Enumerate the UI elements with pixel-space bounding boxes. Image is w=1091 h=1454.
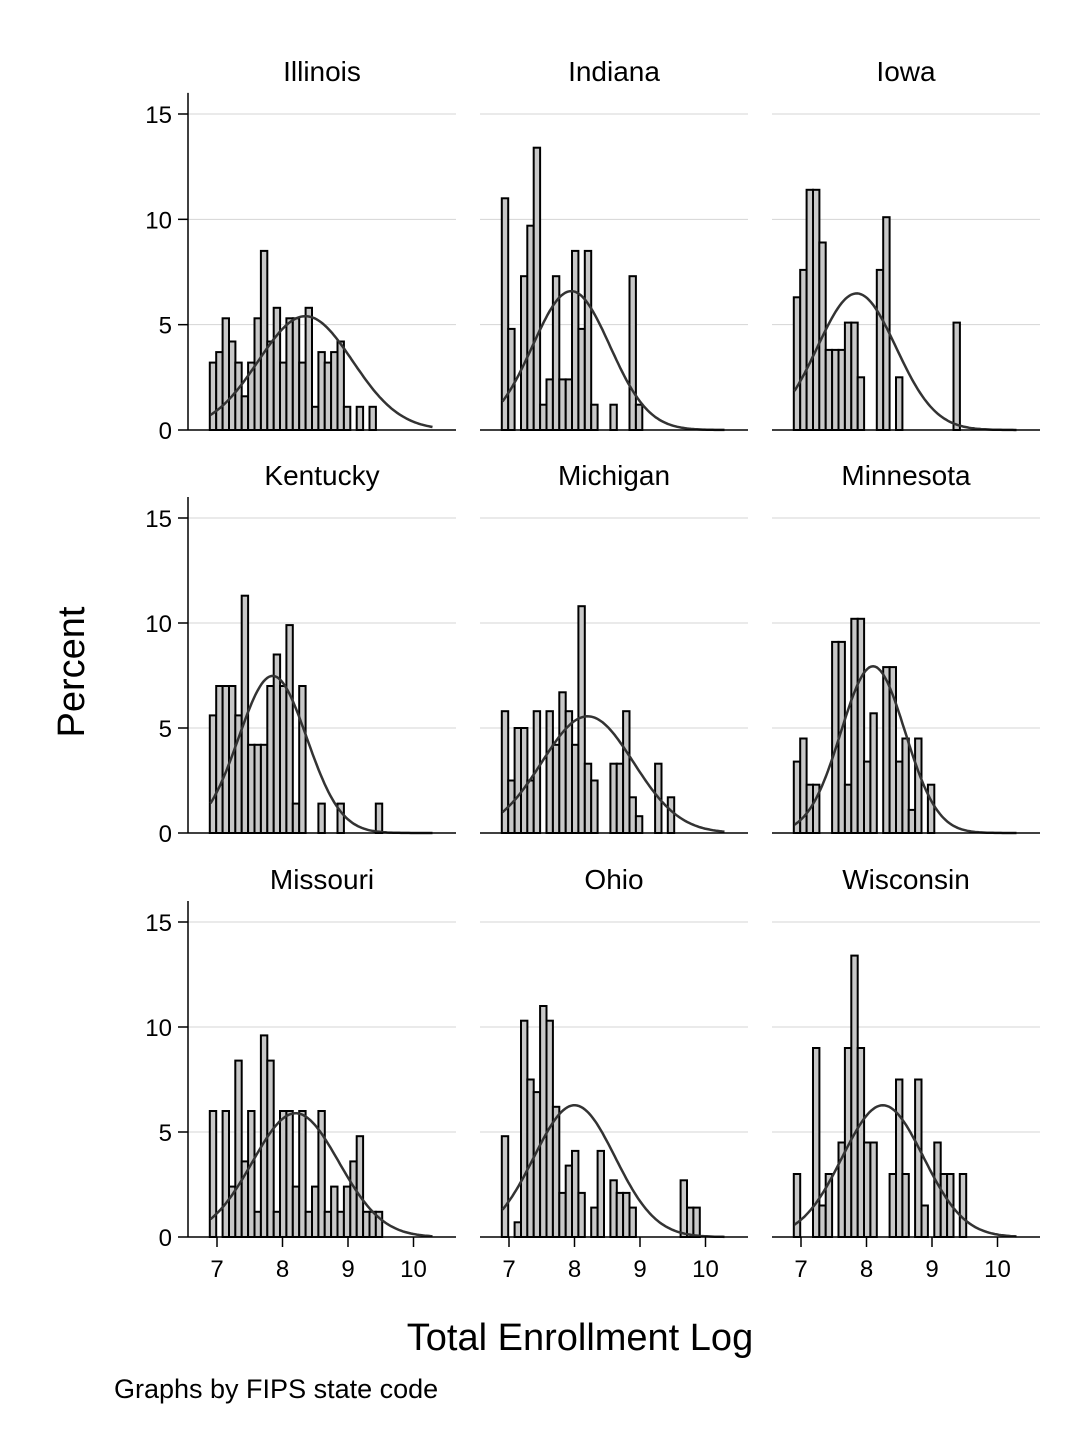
x-tick-label: 10 bbox=[692, 1256, 719, 1283]
panel-indiana: Indiana bbox=[480, 56, 748, 432]
y-tick-label: 0 bbox=[159, 418, 172, 445]
normal-density-curve bbox=[501, 289, 725, 432]
histogram-bar bbox=[920, 1204, 929, 1238]
figure-note: Graphs by FIPS state code bbox=[114, 1374, 439, 1404]
histogram-bar bbox=[952, 321, 961, 432]
y-axis-title: Percent bbox=[51, 606, 93, 737]
histogram-bar bbox=[507, 327, 516, 431]
panel-title: Indiana bbox=[568, 56, 660, 87]
y-tick-label: 15 bbox=[145, 102, 172, 129]
panel-kentucky: Kentucky 0 5 10 15 bbox=[145, 460, 456, 848]
panel-missouri: Missouri 0 5 10 15 7 8 9 10 bbox=[145, 864, 456, 1283]
y-tick-label: 5 bbox=[159, 313, 172, 340]
y-tick-label: 5 bbox=[159, 716, 172, 743]
histogram-bar bbox=[634, 815, 644, 835]
panel-title: Michigan bbox=[558, 460, 670, 491]
histogram-bar bbox=[914, 737, 923, 834]
histogram-bar bbox=[285, 624, 294, 834]
normal-density-curve bbox=[793, 292, 1017, 432]
histogram-bar bbox=[792, 1173, 802, 1238]
x-tick-label: 10 bbox=[400, 1256, 427, 1283]
histogram-bar bbox=[298, 685, 307, 834]
histogram-bar bbox=[901, 1173, 910, 1238]
panel-title: Illinois bbox=[283, 56, 361, 87]
histogram-bar bbox=[266, 1059, 275, 1238]
x-tick-label: 7 bbox=[210, 1256, 223, 1283]
y-tick-label: 0 bbox=[159, 1225, 172, 1252]
panel-title: Ohio bbox=[584, 864, 643, 895]
histogram-bar bbox=[692, 1206, 701, 1238]
panel-iowa: Iowa bbox=[772, 56, 1040, 432]
y-tick-label: 5 bbox=[159, 1120, 172, 1147]
histogram-bar bbox=[368, 405, 377, 431]
normal-density-curve bbox=[793, 1104, 1017, 1238]
panel-title: Wisconsin bbox=[842, 864, 970, 895]
normal-density-curve bbox=[209, 314, 433, 429]
panel-wisconsin: Wisconsin 7 8 9 10 bbox=[772, 864, 1040, 1283]
histogram-bar bbox=[590, 779, 599, 834]
histogram-bar bbox=[355, 405, 365, 431]
histogram-bar bbox=[958, 1173, 968, 1238]
histogram-bar bbox=[895, 376, 904, 431]
x-tick-label: 9 bbox=[925, 1256, 938, 1283]
panel-ohio: Ohio 7 8 9 10 bbox=[480, 864, 748, 1283]
y-tick-label: 15 bbox=[145, 910, 172, 937]
panel-minnesota: Minnesota bbox=[772, 460, 1040, 835]
x-tick-label: 7 bbox=[794, 1256, 807, 1283]
histogram-bar bbox=[869, 712, 878, 834]
panel-illinois: Illinois 0 5 10 15 bbox=[145, 56, 456, 445]
histogram-bar bbox=[500, 1135, 510, 1238]
histogram-bar bbox=[590, 403, 599, 432]
x-tick-label: 8 bbox=[860, 1256, 873, 1283]
histogram-bar bbox=[926, 783, 936, 835]
histogram-bar bbox=[856, 376, 866, 431]
x-tick-label: 8 bbox=[568, 1256, 581, 1283]
histogram-bar bbox=[666, 796, 676, 834]
histogram-bar bbox=[342, 405, 352, 431]
panel-title: Missouri bbox=[270, 864, 374, 895]
normal-density-curve bbox=[501, 1104, 725, 1239]
x-tick-label: 10 bbox=[984, 1256, 1011, 1283]
histogram-bar bbox=[609, 403, 618, 432]
x-tick-label: 9 bbox=[633, 1256, 646, 1283]
y-tick-label: 10 bbox=[145, 207, 172, 234]
histogram-bar bbox=[596, 1149, 605, 1239]
x-axis-title: Total Enrollment Log bbox=[407, 1317, 753, 1359]
y-tick-label: 10 bbox=[145, 611, 172, 638]
normal-density-curve bbox=[501, 715, 725, 833]
normal-density-curve bbox=[209, 1112, 433, 1238]
x-tick-label: 8 bbox=[276, 1256, 289, 1283]
x-tick-label: 9 bbox=[341, 1256, 354, 1283]
panel-title: Kentucky bbox=[264, 460, 379, 491]
histogram-bar bbox=[869, 1141, 878, 1238]
y-tick-label: 0 bbox=[159, 821, 172, 848]
x-tick-label: 7 bbox=[502, 1256, 515, 1283]
histogram-bar bbox=[583, 249, 593, 431]
panel-title: Minnesota bbox=[841, 460, 971, 491]
histogram-bar bbox=[628, 1206, 637, 1238]
histogram-bar bbox=[374, 802, 384, 834]
y-tick-label: 10 bbox=[145, 1015, 172, 1042]
panel-michigan: Michigan bbox=[480, 460, 748, 835]
histogram-bar bbox=[532, 146, 542, 431]
y-tick-label: 15 bbox=[145, 506, 172, 533]
panel-title: Iowa bbox=[876, 56, 936, 87]
histogram-bar bbox=[577, 1191, 586, 1239]
histogram-bar bbox=[317, 802, 326, 834]
histogram-bar bbox=[634, 403, 644, 432]
